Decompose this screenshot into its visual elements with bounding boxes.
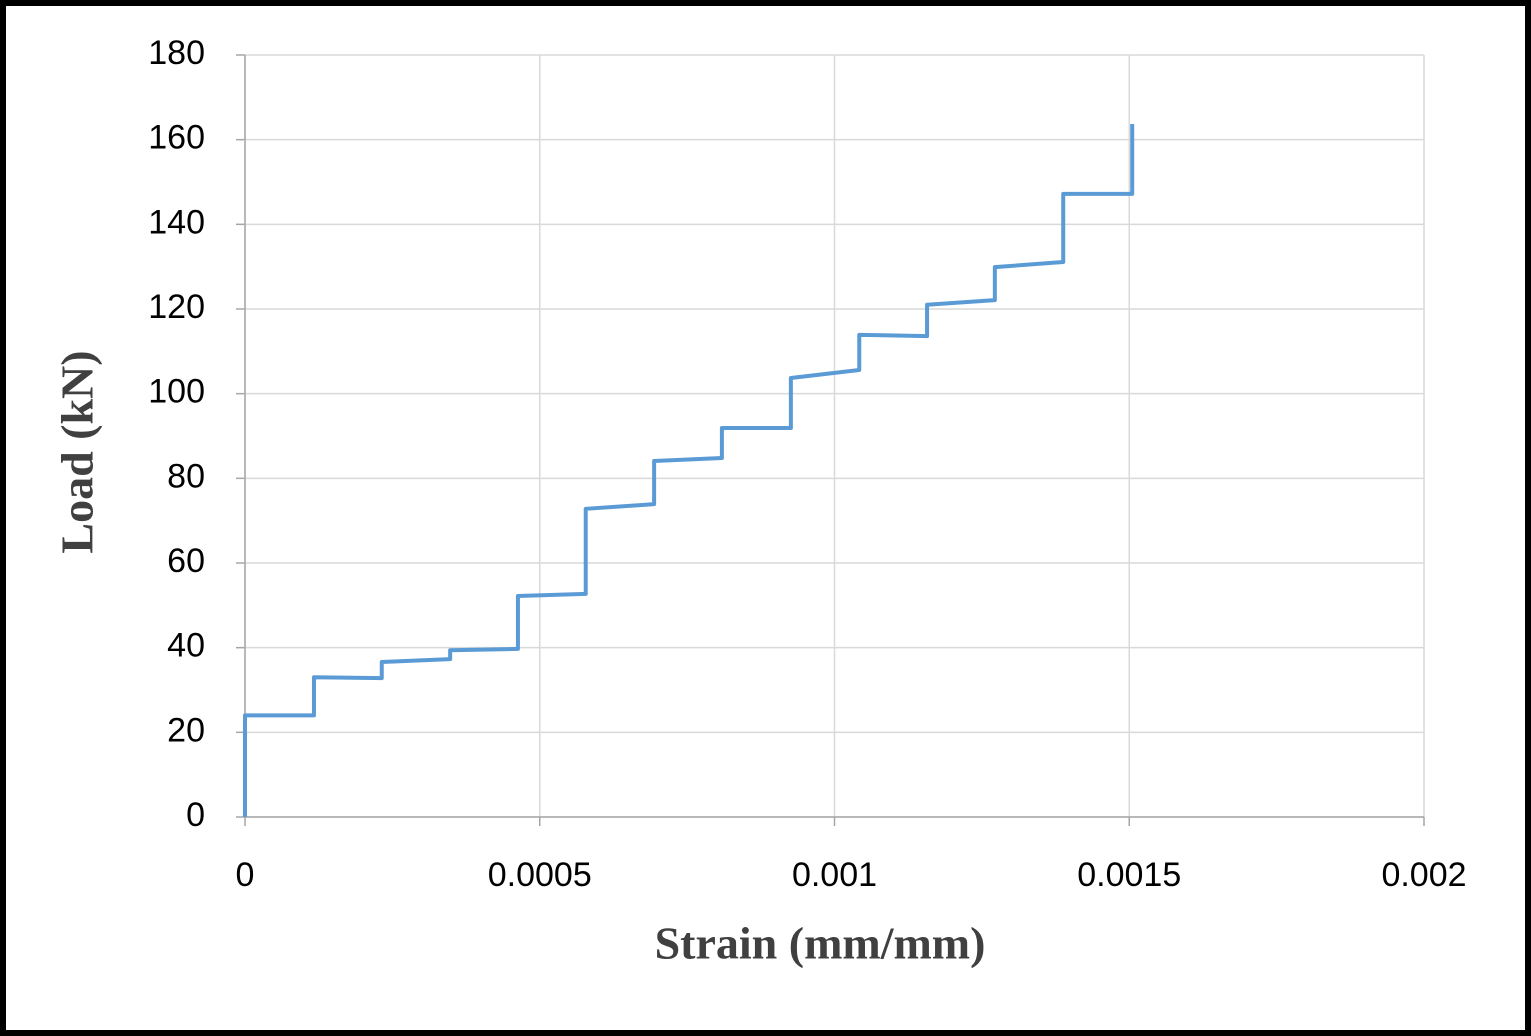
y-tick-label: 120 xyxy=(148,288,205,326)
y-tick-label: 100 xyxy=(148,373,205,411)
y-tick-label: 180 xyxy=(148,34,205,72)
y-tick-label: 60 xyxy=(167,542,205,580)
y-tick-label: 140 xyxy=(148,203,205,241)
y-axis-title: Load (kN) xyxy=(52,350,103,553)
y-tick-label: 160 xyxy=(148,119,205,157)
y-tick-label: 80 xyxy=(167,457,205,495)
x-axis-title: Strain (mm/mm) xyxy=(655,918,986,969)
x-tick-label: 0.0015 xyxy=(1077,856,1181,894)
y-tick-label: 40 xyxy=(167,627,205,665)
x-tick-label: 0.0005 xyxy=(488,856,592,894)
y-tick-label: 0 xyxy=(186,796,205,834)
y-tick-label: 20 xyxy=(167,711,205,749)
x-tick-label: 0.002 xyxy=(1381,856,1466,894)
data-line xyxy=(243,124,1135,817)
x-tick-label: 0.001 xyxy=(792,856,877,894)
x-tick-label: 0 xyxy=(236,856,255,894)
